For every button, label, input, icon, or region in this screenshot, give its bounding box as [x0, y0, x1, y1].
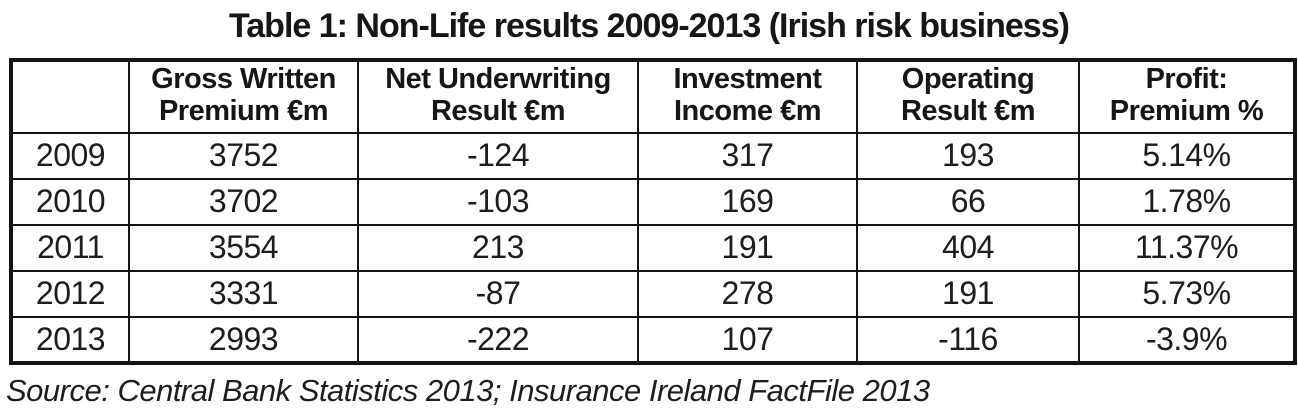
header-line: Premium %	[1109, 94, 1264, 127]
net-underwriting-result-cell: 213	[357, 223, 639, 272]
net-underwriting-result-cell: -124	[357, 131, 639, 180]
gross-written-premium-cell: 3702	[128, 177, 359, 226]
net-underwriting-result-cell: -222	[357, 315, 639, 364]
investment-income-cell: 317	[637, 131, 858, 180]
year-cell: 2010	[10, 177, 130, 226]
gross-written-premium-cell: 2993	[128, 315, 359, 364]
profit-premium-pct-cell: 5.73%	[1078, 269, 1296, 318]
table-row-2012: 2012 3331 -87 278 191 5.73%	[10, 269, 1296, 318]
table-row-2010: 2010 3702 -103 169 66 1.78%	[10, 177, 1296, 226]
header-line: Operating	[901, 63, 1035, 95]
operating-result-cell: 404	[856, 223, 1080, 272]
header-line: Result €m	[430, 94, 566, 127]
header-line: Result €m	[900, 94, 1036, 127]
header-gross-written-premium: Gross Written Premium €m	[128, 59, 359, 134]
profit-premium-pct-cell: -3.9%	[1078, 315, 1296, 364]
header-line: Gross Written	[151, 63, 336, 95]
profit-premium-pct-cell: 5.14%	[1078, 131, 1296, 180]
profit-premium-pct-cell: 1.78%	[1078, 177, 1296, 226]
header-net-underwriting-result: Net Underwriting Result €m	[357, 59, 639, 134]
year-cell: 2009	[10, 131, 130, 180]
source-citation: Source: Central Bank Statistics 2013; In…	[6, 372, 930, 408]
year-cell: 2011	[10, 223, 130, 272]
non-life-results-table: Gross Written Premium €m Net Underwritin…	[9, 58, 1297, 365]
header-profit-premium-pct: Profit: Premium %	[1078, 59, 1296, 134]
header-year-blank	[10, 59, 130, 134]
gross-written-premium-cell: 3752	[128, 131, 359, 180]
investment-income-cell: 191	[637, 223, 858, 272]
table-row-2013: 2013 2993 -222 107 -116 -3.9%	[10, 315, 1296, 364]
year-cell: 2013	[10, 315, 130, 364]
table-row-2011: 2011 3554 213 191 404 11.37%	[10, 223, 1296, 272]
gross-written-premium-cell: 3331	[128, 269, 359, 318]
investment-income-cell: 169	[637, 177, 858, 226]
operating-result-cell: 66	[856, 177, 1080, 226]
header-line: Profit:	[1145, 63, 1228, 95]
operating-result-cell: 191	[856, 269, 1080, 318]
year-cell: 2012	[10, 269, 130, 318]
investment-income-cell: 107	[637, 315, 858, 364]
header-line: Investment	[673, 63, 822, 95]
header-operating-result: Operating Result €m	[856, 59, 1080, 134]
header-line: Income €m	[674, 94, 822, 127]
net-underwriting-result-cell: -103	[357, 177, 639, 226]
header-line: Net Underwriting	[385, 63, 611, 95]
operating-result-cell: -116	[856, 315, 1080, 364]
header-line: Premium €m	[158, 94, 329, 127]
header-investment-income: Investment Income €m	[637, 59, 858, 134]
operating-result-cell: 193	[856, 131, 1080, 180]
profit-premium-pct-cell: 11.37%	[1078, 223, 1296, 272]
table-row-2009: 2009 3752 -124 317 193 5.14%	[10, 131, 1296, 180]
table-header-row: Gross Written Premium €m Net Underwritin…	[10, 59, 1296, 134]
gross-written-premium-cell: 3554	[128, 223, 359, 272]
investment-income-cell: 278	[637, 269, 858, 318]
table-title: Table 1: Non-Life results 2009-2013 (Iri…	[229, 7, 1070, 45]
net-underwriting-result-cell: -87	[357, 269, 639, 318]
